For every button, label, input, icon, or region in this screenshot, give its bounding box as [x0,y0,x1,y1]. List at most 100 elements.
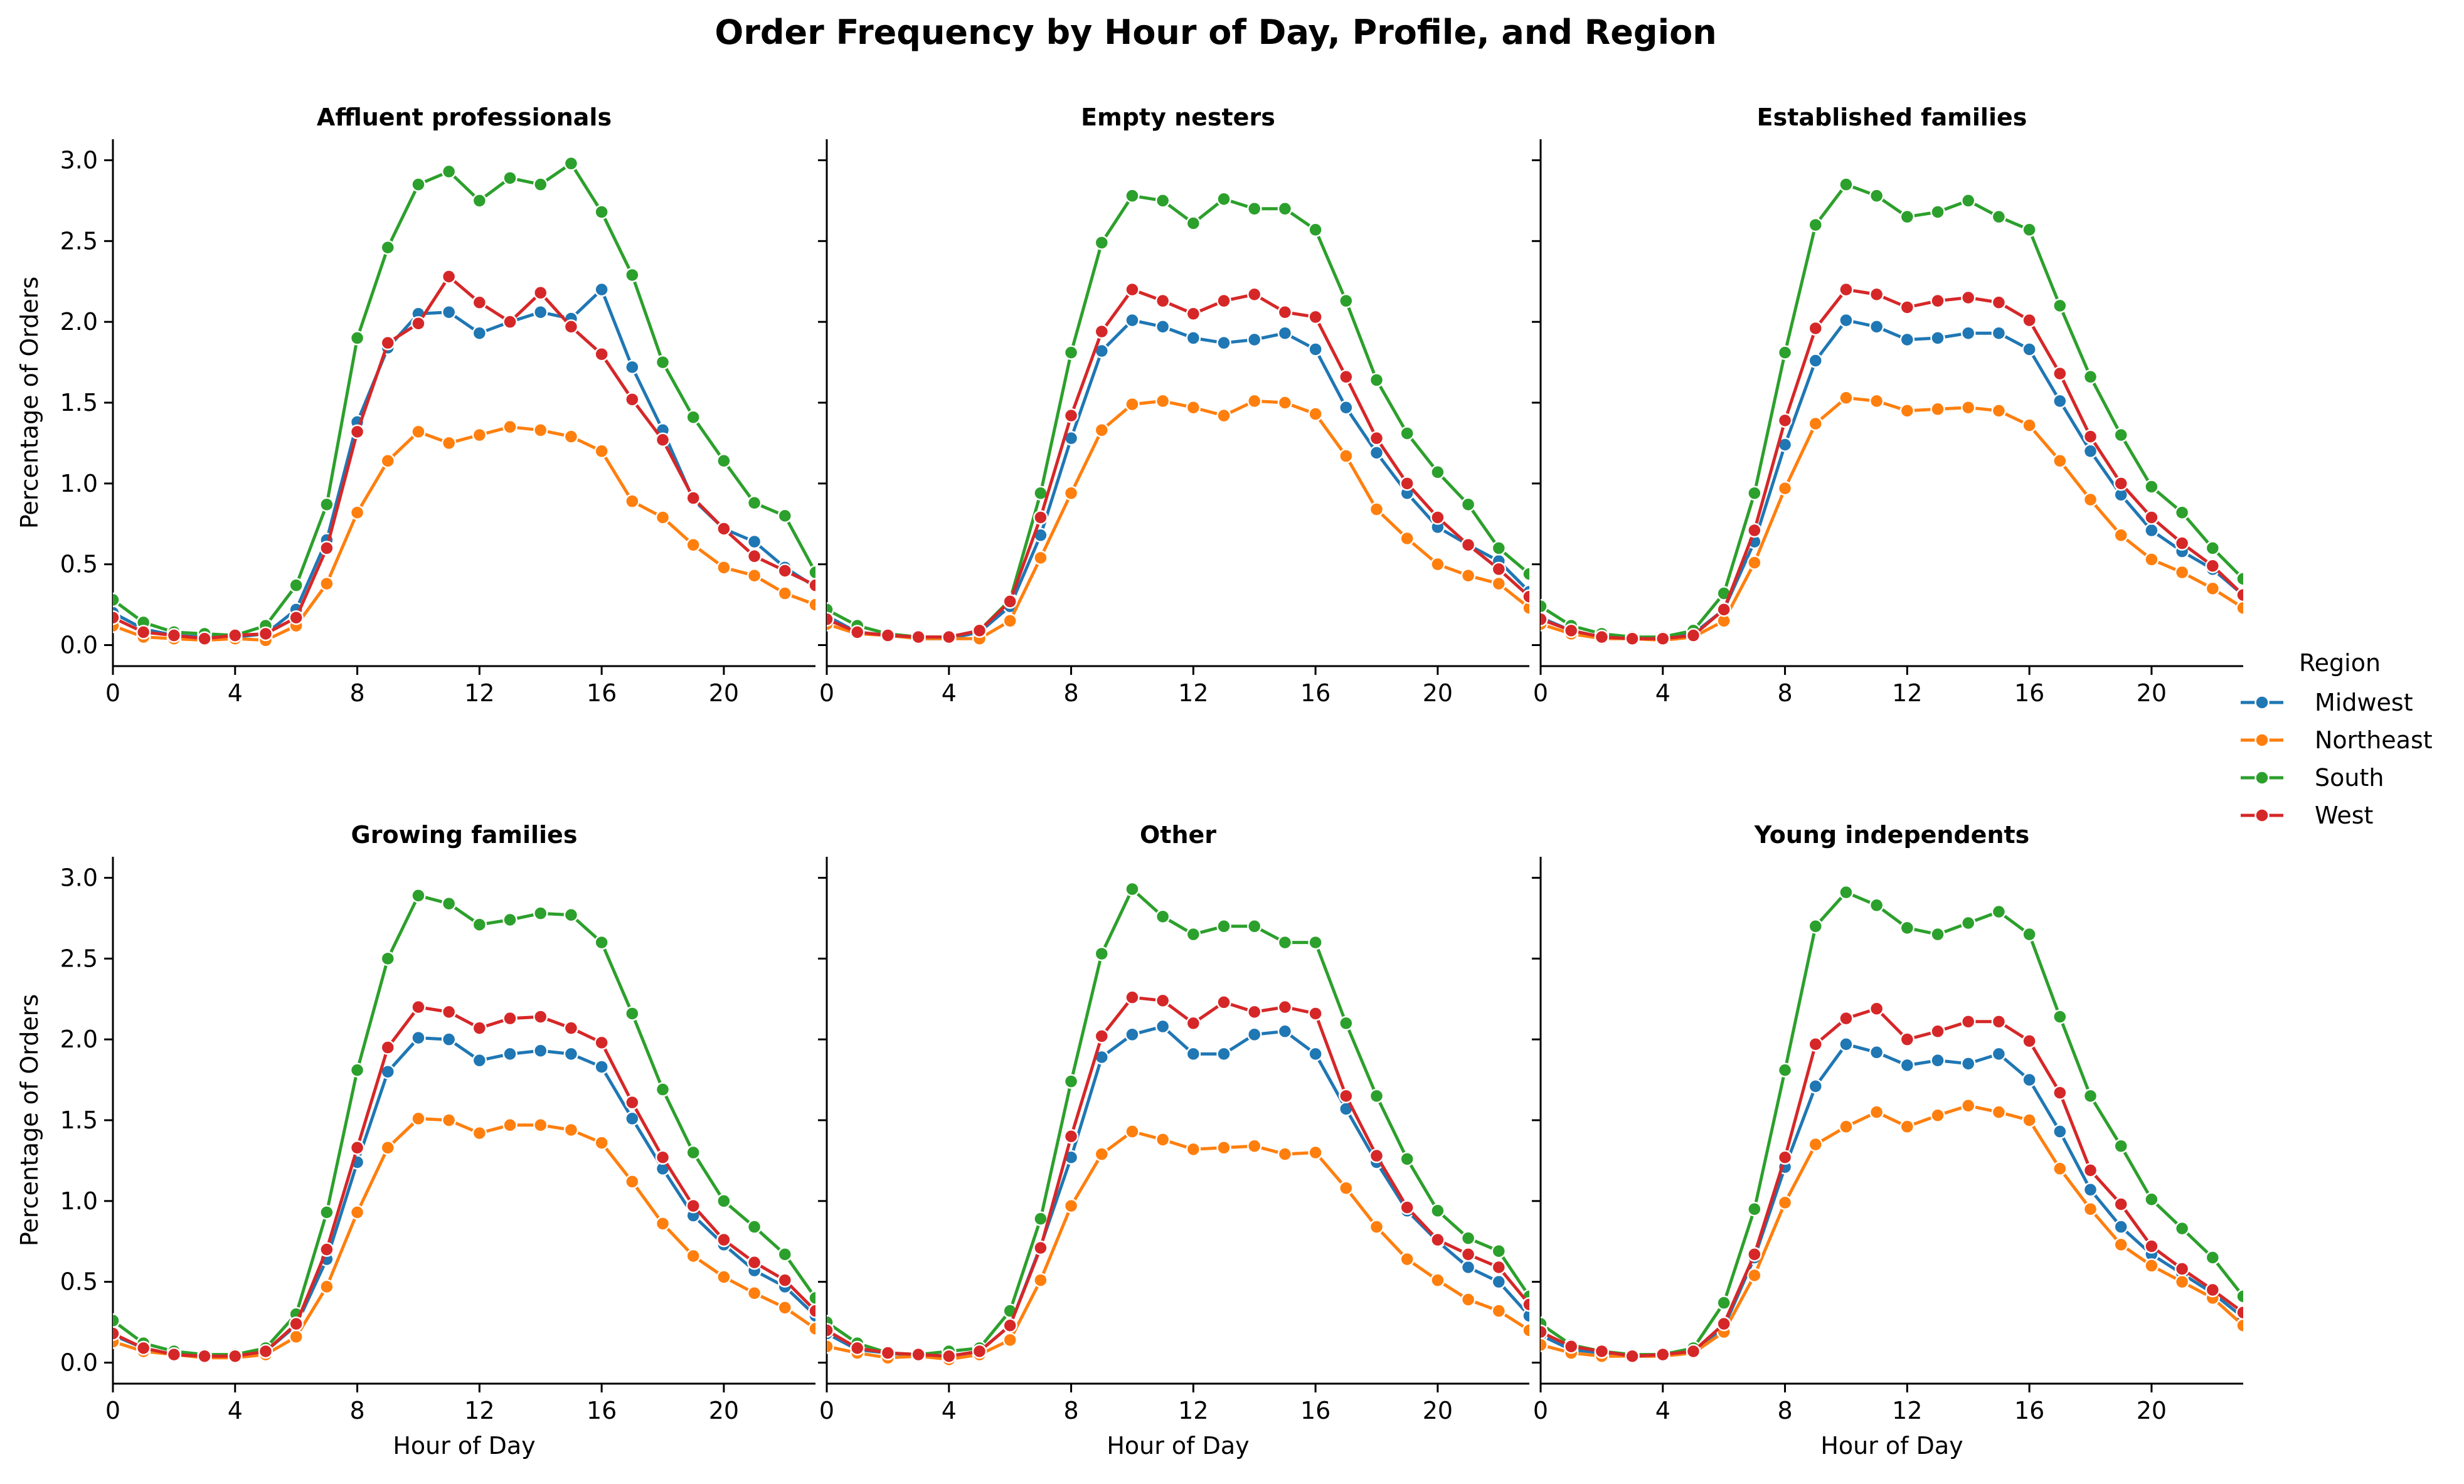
data-point [594,443,609,459]
data-point [2083,492,2098,507]
series-line [1541,1042,2243,1358]
data-point [441,435,457,451]
data-point [1930,1024,1945,1039]
data-point [1716,602,1731,617]
data-point [441,1032,457,1047]
data-point [1155,393,1171,409]
data-point [1063,408,1079,423]
x-tick-label: 8 [1777,1397,1792,1424]
plot-area [827,188,1529,646]
data-point [319,541,334,556]
data-point [808,564,815,580]
data-point [625,494,640,509]
data-point [2144,552,2159,567]
data-point [1369,502,1384,517]
data-point [777,508,793,524]
data-point [1960,326,1976,341]
data-point [746,1219,762,1234]
series-line [827,1025,1529,1358]
data-point [1063,1129,1079,1144]
data-point [563,1020,579,1036]
data-point [1277,1024,1293,1039]
data-point [166,1347,182,1362]
data-point [1308,406,1323,421]
x-tick-label: 20 [2137,679,2167,707]
legend-swatch-marker [2254,808,2270,823]
data-point [1094,324,1110,339]
data-point [349,1063,365,1078]
data-point [1839,1037,1854,1052]
data-point [655,1150,671,1165]
data-point [533,1009,548,1024]
y-tick-label: 3.0 [60,864,98,891]
data-point [1839,312,1854,328]
data-point [289,578,304,593]
data-point [1155,193,1171,208]
x-tick-label: 0 [819,1397,834,1424]
data-point [563,319,579,334]
data-point [472,427,487,443]
data-point [1460,568,1476,583]
data-point [1541,1324,1548,1340]
y-axis-label: Percentage of Orders [16,994,43,1246]
data-point [1655,631,1670,646]
x-tick-label: 20 [709,679,739,707]
x-tick-label: 4 [942,679,957,707]
data-point [808,1321,815,1337]
data-point [808,1303,815,1318]
data-point [1960,1098,1976,1113]
data-point [1216,293,1231,309]
data-point [1399,531,1415,546]
data-point [716,453,731,469]
data-point [2174,1261,2190,1276]
legend-title: Region [2299,649,2381,677]
data-point [349,424,365,440]
data-point [1216,919,1231,934]
data-point [1399,476,1415,491]
data-point [1369,373,1384,388]
data-point [625,392,640,407]
data-point [1808,1079,1824,1094]
x-tick-label: 0 [1533,1397,1548,1424]
data-point [533,1117,548,1133]
data-point [942,1349,957,1364]
data-point [289,1316,304,1332]
x-tick-label: 0 [105,679,120,707]
data-point [1399,1200,1415,1215]
data-point [2236,587,2243,603]
data-point [1960,915,1976,931]
data-point [1339,1180,1354,1195]
data-point [1339,293,1354,309]
data-point [1625,631,1640,646]
data-point [2022,1072,2037,1088]
x-tick-label: 4 [942,1397,957,1424]
plot-area [1541,884,2243,1364]
data-point [2236,600,2243,615]
series-line [1541,183,2243,639]
data-point [1930,331,1945,346]
data-point [1125,881,1140,897]
data-point [1960,193,1976,208]
data-point [777,1300,793,1315]
data-point [1246,919,1262,934]
y-tick-label: 0.5 [60,551,98,578]
data-point [1777,1063,1793,1078]
y-tick-label: 2.5 [60,945,98,972]
data-point [2174,564,2190,580]
data-point [472,295,487,310]
x-tick-label: 16 [587,679,617,707]
x-tick-label: 4 [228,679,243,707]
x-tick-label: 20 [1423,1397,1453,1424]
data-point [2022,222,2037,238]
data-point [1522,1308,1529,1323]
series-line [1541,396,2243,642]
data-point [441,896,457,911]
panel: Growing families 0 4 8 12 16 20 0.0 0.5 1.0 1.5 2.0… [16,821,815,1460]
data-point [716,1232,731,1248]
plot-area [113,888,815,1365]
data-point [380,1040,396,1055]
data-point [472,1125,487,1141]
data-point [349,505,365,520]
data-point [1869,1045,1884,1060]
